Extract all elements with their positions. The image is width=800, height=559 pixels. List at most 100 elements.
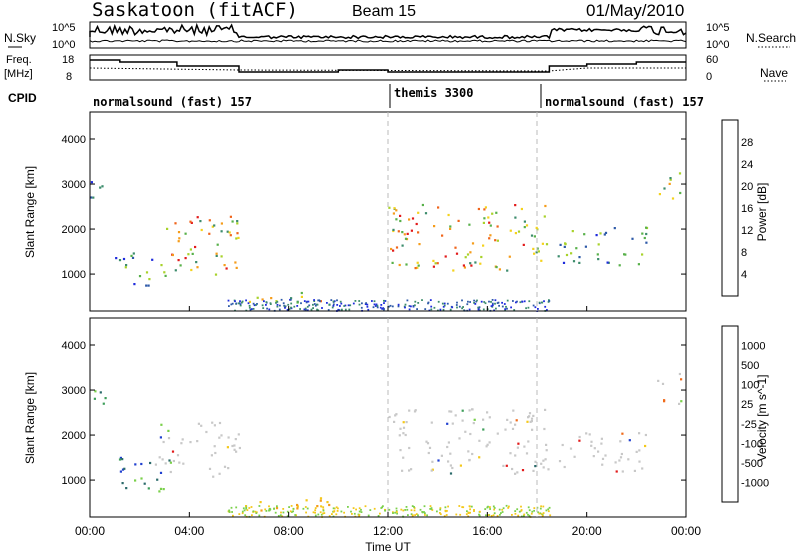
x-tick-label: 04:00 [174, 524, 204, 538]
scatter-point [449, 464, 452, 467]
ground-point [541, 301, 543, 304]
ground-point [380, 304, 383, 306]
ground-point [241, 300, 244, 303]
ground-point [227, 299, 230, 302]
scatter-point [177, 231, 181, 234]
scatter-point [669, 177, 672, 180]
power-y-ticks: 1000 2000 3000 4000 [62, 134, 686, 281]
scatter-point [163, 271, 166, 274]
scatter-point [408, 218, 411, 221]
scatter-point [521, 469, 525, 472]
scatter-point [226, 230, 229, 233]
ground-point [245, 505, 247, 507]
ground-point [469, 505, 471, 508]
ground-point [547, 510, 550, 513]
scatter-point [300, 291, 303, 295]
scatter-point [162, 440, 165, 444]
scatter-point [464, 430, 467, 433]
ground-point [445, 514, 448, 516]
scatter-point [597, 243, 600, 246]
ground-point [461, 506, 464, 508]
ground-point [322, 508, 325, 511]
ground-point [290, 302, 293, 305]
scatter-point [585, 432, 588, 435]
ground-point [235, 506, 238, 509]
ground-point [261, 304, 264, 307]
ground-point [295, 514, 297, 517]
ground-point [506, 307, 508, 310]
nave-label: Nave [760, 66, 788, 80]
scatter-point [216, 243, 219, 246]
scatter-point [290, 297, 293, 300]
scatter-point [162, 488, 165, 491]
scatter-point [401, 469, 404, 472]
ground-point [314, 304, 317, 307]
scatter-point [227, 436, 230, 439]
scatter-point [620, 452, 623, 456]
ground-point [341, 308, 343, 311]
ground-point [379, 512, 381, 515]
scatter-point [426, 442, 430, 445]
scatter-point [296, 503, 299, 507]
scatter-point [196, 266, 199, 269]
ground-point [429, 505, 432, 507]
ground-point [305, 301, 308, 304]
scatter-point [427, 451, 430, 455]
scatter-point [505, 464, 508, 467]
ground-point [549, 514, 552, 517]
colorbar-tick-label: -25 [741, 419, 757, 431]
scatter-point [514, 204, 517, 207]
scatter-point [214, 451, 217, 455]
scatter-point [523, 445, 526, 448]
scatter-point [533, 235, 536, 238]
ground-point [547, 508, 550, 511]
power-ylabel: Slant Range [km] [23, 166, 37, 258]
scatter-point [645, 226, 648, 229]
scatter-point [432, 265, 435, 268]
nsky-right-tick-bottom: 10^0 [706, 39, 730, 51]
scatter-point [417, 211, 420, 214]
ground-point [319, 511, 322, 514]
ground-point [410, 509, 413, 512]
ground-point [442, 308, 445, 311]
scatter-point [213, 224, 216, 227]
scatter-point [517, 442, 520, 445]
scatter-point [212, 475, 215, 478]
ground-point [475, 300, 478, 303]
ground-point [400, 508, 403, 511]
scatter-point [410, 468, 413, 471]
ground-point [282, 511, 285, 514]
ground-point [532, 304, 535, 307]
ground-point [462, 506, 465, 509]
ground-point [537, 308, 539, 310]
colorbar-tick-label: -100 [741, 438, 763, 450]
scatter-point [487, 216, 490, 219]
scatter-point [537, 250, 540, 253]
scatter-point [189, 220, 192, 223]
ground-point [291, 511, 293, 513]
y-tick-label: 3000 [62, 385, 86, 397]
ground-point [405, 506, 408, 508]
ground-point [459, 513, 462, 516]
ground-point [317, 309, 320, 312]
scatter-point [525, 224, 529, 227]
scatter-point [132, 252, 135, 255]
scatter-point [509, 229, 512, 232]
scatter-point [236, 232, 239, 235]
ground-point [256, 303, 258, 305]
ground-point [455, 513, 458, 516]
ground-point [455, 304, 458, 306]
ground-point [518, 510, 521, 513]
ground-point [391, 305, 394, 308]
ground-point [296, 305, 299, 307]
ground-point [358, 507, 361, 510]
ground-point [443, 515, 446, 517]
scatter-point [628, 439, 631, 442]
scatter-point [562, 261, 566, 264]
ground-point [469, 508, 471, 511]
scatter-point [145, 284, 148, 287]
ground-point [372, 306, 375, 309]
scatter-point [399, 214, 402, 217]
scatter-point [211, 225, 214, 228]
ground-point [510, 306, 512, 309]
